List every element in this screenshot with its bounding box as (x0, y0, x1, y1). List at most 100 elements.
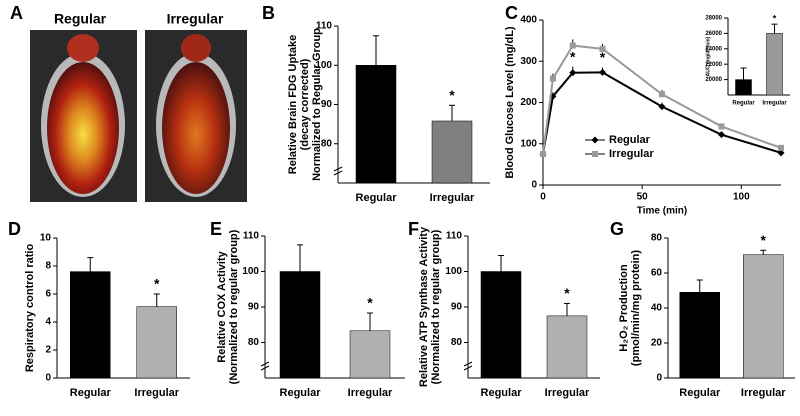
x-tick-label: 100 (733, 192, 750, 203)
y-axis-label: Relative Brain FDG Uptake (287, 35, 299, 174)
x-axis-label: Time (min) (637, 206, 687, 217)
x-tick-label: Regular (280, 387, 322, 399)
bar (735, 79, 752, 96)
y-axis-label: (pmol/min/mg protein) (630, 250, 642, 366)
y-tick-label: 90 (321, 99, 333, 110)
significance-marker: * (449, 87, 455, 103)
y-tick-label: 26000 (705, 31, 722, 37)
panel-letter: A (10, 3, 23, 23)
point (658, 103, 666, 111)
point (569, 42, 576, 49)
legend-marker (591, 136, 599, 144)
point (549, 75, 556, 82)
legend-label: Irregular (609, 148, 654, 160)
x-tick-label: Irregular (430, 192, 475, 204)
point (777, 149, 785, 157)
x-tick-label: Regular (481, 387, 523, 399)
significance-marker: * (773, 14, 777, 24)
y-axis-label: Relative COX Activity (216, 250, 228, 362)
significance-marker: * (564, 285, 570, 301)
point (718, 131, 725, 139)
y-tick-label: 100 (445, 266, 462, 277)
bar (679, 292, 720, 379)
y-tick-label: 100 (520, 138, 537, 149)
bar (349, 330, 391, 379)
y-tick-label: 80 (651, 233, 663, 244)
axis-break (333, 170, 343, 176)
point (569, 69, 577, 77)
y-tick-label: 20 (651, 338, 663, 349)
point (540, 151, 546, 158)
significance-marker: * (367, 295, 373, 311)
panel-letter: E (210, 219, 222, 239)
bar (279, 271, 321, 379)
y-tick-label: 0 (656, 373, 662, 384)
y-tick-label: 100 (315, 60, 332, 71)
y-tick-label: 100 (242, 266, 259, 277)
y-tick-label: 80 (451, 337, 463, 348)
y-tick-label: 2 (45, 345, 51, 356)
legend-label: Regular (609, 134, 651, 146)
y-axis-label: H₂O₂ Production (618, 264, 630, 352)
x-tick-label: Regular (679, 387, 721, 399)
y-tick-label: 8 (45, 261, 51, 272)
y-tick-label: 60 (651, 268, 663, 279)
x-tick-label: Regular (70, 387, 112, 399)
panel-letter: B (262, 3, 275, 23)
y-tick-label: 4 (45, 317, 51, 328)
y-axis-label: Blood Glucose Level (mg/dL) (504, 26, 516, 179)
brain-uptake (162, 62, 230, 194)
y-tick-label: 200 (520, 97, 537, 108)
x-tick-label: Irregular (545, 387, 590, 399)
bar (546, 315, 588, 379)
panel-letter: D (8, 219, 21, 239)
y-tick-label: 300 (520, 56, 537, 67)
bar (136, 306, 177, 379)
y-tick-label: 24000 (705, 46, 722, 52)
y-tick-label: 110 (243, 231, 260, 242)
bar (355, 65, 397, 184)
x-tick-label: 50 (637, 192, 649, 203)
image-caption: Irregular (167, 11, 224, 27)
y-tick-label: 22000 (705, 62, 722, 68)
y-tick-label: 0 (531, 180, 537, 191)
y-tick-label: 90 (451, 302, 463, 313)
bar (766, 33, 783, 96)
y-tick-label: 80 (321, 138, 333, 149)
significance-marker: * (154, 276, 160, 292)
x-tick-label: Irregular (134, 387, 179, 399)
legend-marker (592, 151, 598, 157)
y-tick-label: 28000 (705, 16, 722, 22)
y-tick-label: 6 (45, 289, 51, 300)
x-tick-label: Regular (356, 192, 398, 204)
y-axis-label: (decay corrected) (299, 58, 311, 150)
y-tick-label: 10 (40, 233, 52, 244)
y-axis-label: Respiratory control ratio (24, 244, 36, 373)
panel-letter: C (505, 3, 518, 23)
point (718, 123, 725, 130)
y-axis-label: (Normalized to regular group) (430, 229, 442, 384)
y-axis-label: AUC (mg/dl*min) (705, 36, 711, 76)
bar (70, 271, 111, 379)
x-tick-label: 0 (540, 192, 546, 203)
significance-marker: * (761, 232, 767, 248)
x-tick-label: Regular (732, 101, 755, 107)
y-tick-label: 20000 (705, 77, 722, 83)
x-tick-label: Irregular (348, 387, 393, 399)
bar (431, 120, 473, 184)
axis-break (463, 361, 473, 367)
brain-uptake (181, 34, 211, 62)
point (778, 144, 784, 151)
x-tick-label: Irregular (762, 101, 787, 107)
panel-a: A Regular Irregular (10, 3, 247, 202)
axis-break (333, 166, 343, 172)
image-caption: Regular (54, 11, 107, 27)
panel-letter: G (610, 219, 624, 239)
y-tick-label: 40 (651, 303, 663, 314)
axis-break (463, 365, 473, 371)
x-tick-label: Irregular (741, 387, 786, 399)
y-tick-label: 80 (248, 337, 260, 348)
y-tick-label: 110 (446, 231, 463, 242)
point (599, 45, 606, 52)
